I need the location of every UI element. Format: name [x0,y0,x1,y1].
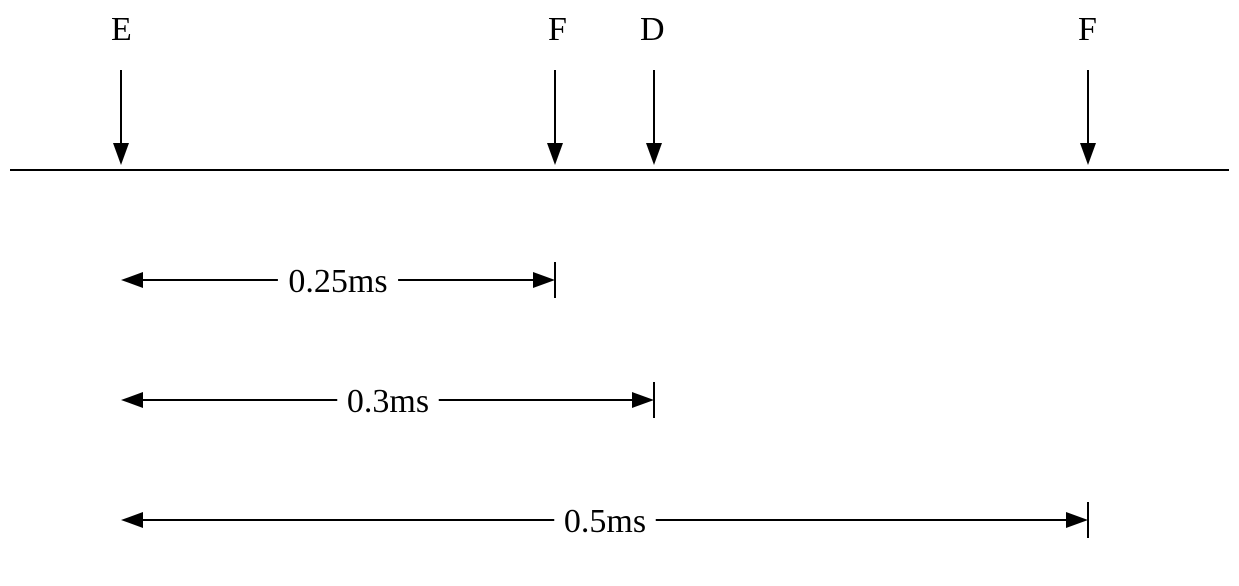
event-label-d: D [640,11,665,48]
dimension-label-d3: 0.5ms [564,503,646,540]
event-label-f1: F [548,11,567,48]
dimension-label-d1: 0.25ms [288,263,387,300]
event-label-f2: F [1078,11,1097,48]
event-label-e: E [111,11,132,48]
dimension-label-d2: 0.3ms [347,383,429,420]
